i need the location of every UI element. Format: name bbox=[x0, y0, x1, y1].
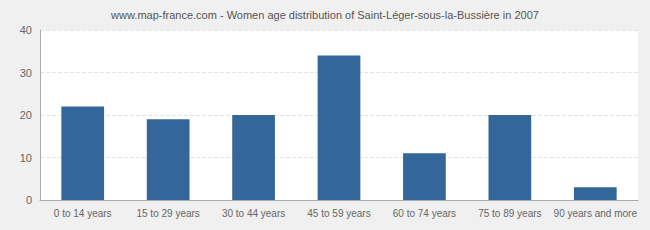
svg-text:20: 20 bbox=[20, 109, 32, 121]
svg-text:45 to 59 years: 45 to 59 years bbox=[307, 208, 370, 219]
svg-text:75 to 89 years: 75 to 89 years bbox=[478, 208, 541, 219]
svg-text:40: 40 bbox=[20, 24, 32, 36]
svg-text:30 to 44 years: 30 to 44 years bbox=[222, 208, 285, 219]
svg-text:15 to 29 years: 15 to 29 years bbox=[136, 208, 199, 219]
svg-text:30: 30 bbox=[20, 67, 32, 79]
svg-text:www.map-france.com - Women age: www.map-france.com - Women age distribut… bbox=[110, 9, 539, 21]
svg-text:60 to 74 years: 60 to 74 years bbox=[393, 208, 456, 219]
svg-text:90 years and more: 90 years and more bbox=[554, 208, 638, 219]
svg-text:0: 0 bbox=[26, 194, 32, 206]
svg-text:0 to 14 years: 0 to 14 years bbox=[54, 208, 112, 219]
svg-text:10: 10 bbox=[20, 152, 32, 164]
